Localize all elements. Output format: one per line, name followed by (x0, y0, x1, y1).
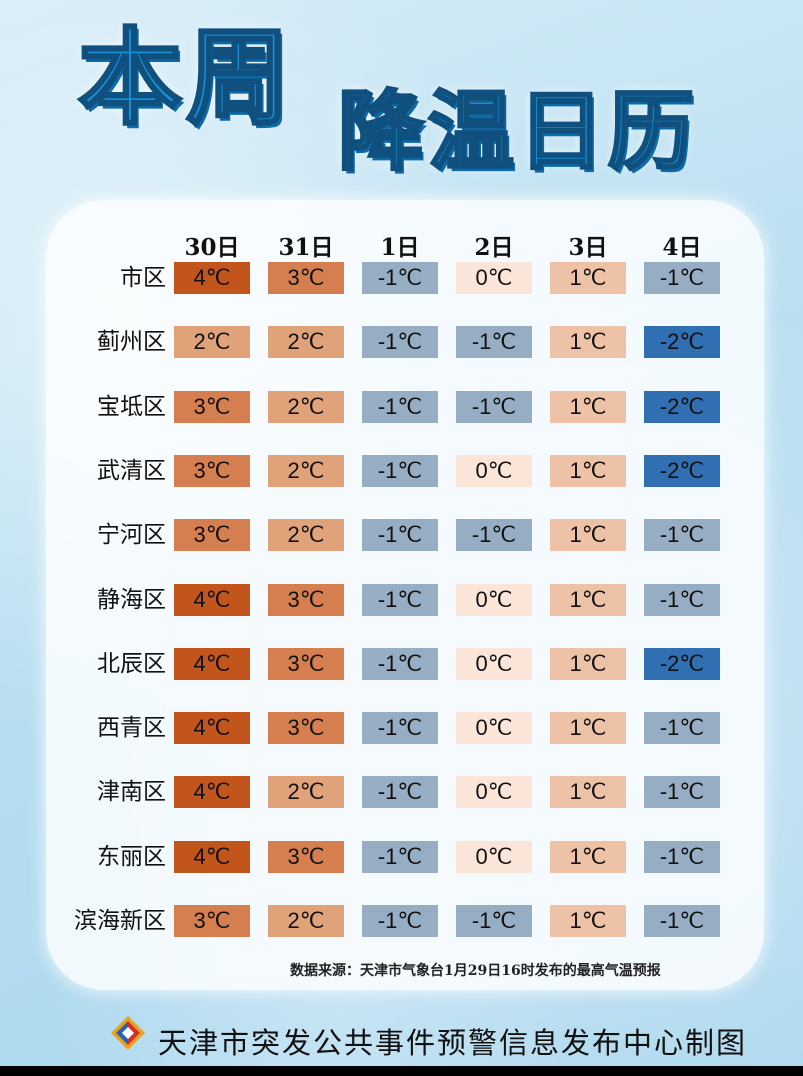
bottom-bar (0, 1066, 803, 1076)
temperature-cell: -1℃ (644, 776, 720, 808)
temperature-cell: 1℃ (550, 455, 626, 487)
temperature-cell: 0℃ (456, 262, 532, 294)
column-header: 3日 (568, 234, 608, 261)
temperature-cell: 0℃ (456, 584, 532, 616)
district-label: 宝坻区 (97, 394, 166, 420)
temperature-cell: -1℃ (362, 262, 438, 294)
column-header: 31日 (278, 234, 334, 261)
temperature-cell: 4℃ (174, 584, 250, 616)
temperature-cell: -1℃ (362, 391, 438, 423)
temperature-cell: -1℃ (362, 648, 438, 680)
temperature-cell: 4℃ (174, 776, 250, 808)
temperature-cell: 1℃ (550, 262, 626, 294)
column-header: 30日 (184, 234, 240, 261)
temperature-cell: -1℃ (644, 519, 720, 551)
temperature-cell: 4℃ (174, 648, 250, 680)
temperature-cell: -1℃ (362, 905, 438, 937)
temperature-cell: -1℃ (456, 905, 532, 937)
footer-org-credit: 天津市突发公共事件预警信息发布中心制图 (158, 1026, 748, 1060)
title-part2: 降温日历 (337, 81, 698, 184)
temperature-cell: 3℃ (268, 712, 344, 744)
temperature-cell: 3℃ (268, 262, 344, 294)
temperature-cell: -1℃ (644, 712, 720, 744)
temperature-cell: 4℃ (174, 712, 250, 744)
district-label: 津南区 (97, 779, 166, 805)
temperature-cell: -1℃ (644, 905, 720, 937)
temperature-cell: 2℃ (268, 455, 344, 487)
temperature-cell: 1℃ (550, 776, 626, 808)
temperature-cell: -1℃ (456, 326, 532, 358)
district-label: 武清区 (97, 458, 166, 484)
temperature-cell: -1℃ (362, 712, 438, 744)
temperature-cell: 4℃ (174, 262, 250, 294)
temperature-cell: 1℃ (550, 519, 626, 551)
temperature-cell: -1℃ (456, 391, 532, 423)
temperature-cell: 0℃ (456, 776, 532, 808)
temperature-cell: 1℃ (550, 391, 626, 423)
temperature-cell: 2℃ (268, 519, 344, 551)
temperature-cell: 1℃ (550, 584, 626, 616)
temperature-cell: -1℃ (644, 262, 720, 294)
temperature-cell: -1℃ (644, 584, 720, 616)
column-header: 1日 (380, 234, 420, 261)
temperature-cell: 3℃ (174, 391, 250, 423)
temperature-cell: 1℃ (550, 712, 626, 744)
temperature-cell: 0℃ (456, 648, 532, 680)
temperature-cell: -2℃ (644, 648, 720, 680)
temperature-cell: 0℃ (456, 455, 532, 487)
temperature-cell: 1℃ (550, 905, 626, 937)
temperature-cell: -2℃ (644, 326, 720, 358)
temperature-cell: -1℃ (362, 841, 438, 873)
column-header: 2日 (474, 234, 514, 261)
district-label: 滨海新区 (74, 908, 166, 934)
temperature-cell: -1℃ (362, 519, 438, 551)
district-label: 东丽区 (97, 844, 166, 870)
temperature-cell: 3℃ (174, 905, 250, 937)
temperature-cell: 2℃ (268, 776, 344, 808)
column-header: 4日 (662, 234, 702, 261)
temperature-cell: -1℃ (362, 776, 438, 808)
temperature-cell: 1℃ (550, 841, 626, 873)
warning-center-logo-icon (111, 1016, 145, 1050)
temperature-cell: 0℃ (456, 712, 532, 744)
temperature-cell: 3℃ (268, 841, 344, 873)
temperature-cell: 2℃ (268, 905, 344, 937)
temperature-cell: 0℃ (456, 841, 532, 873)
temperature-cell: 3℃ (174, 455, 250, 487)
district-label: 静海区 (97, 587, 166, 613)
temperature-cell: 4℃ (174, 841, 250, 873)
temperature-cell: -1℃ (362, 455, 438, 487)
district-label: 宁河区 (97, 522, 166, 548)
temperature-cell: 2℃ (268, 391, 344, 423)
district-label: 西青区 (97, 715, 166, 741)
temperature-cell: 3℃ (174, 519, 250, 551)
temperature-cell: 1℃ (550, 326, 626, 358)
temperature-cell: -1℃ (362, 584, 438, 616)
title-part1: 本周 (76, 17, 295, 140)
temperature-cell: 2℃ (268, 326, 344, 358)
data-source-note: 数据来源：天津市气象台1月29日16时发布的最高气温预报 (290, 963, 661, 979)
district-label: 蓟州区 (97, 329, 166, 355)
temperature-cell: 3℃ (268, 584, 344, 616)
temperature-cell: -2℃ (644, 455, 720, 487)
district-label: 市区 (120, 265, 166, 291)
temperature-cell: -1℃ (644, 841, 720, 873)
temperature-cell: 3℃ (268, 648, 344, 680)
temperature-cell: -1℃ (362, 326, 438, 358)
temperature-cell: -2℃ (644, 391, 720, 423)
temperature-cell: 1℃ (550, 648, 626, 680)
district-label: 北辰区 (97, 651, 166, 677)
temperature-cell: 2℃ (174, 326, 250, 358)
temperature-cell: -1℃ (456, 519, 532, 551)
